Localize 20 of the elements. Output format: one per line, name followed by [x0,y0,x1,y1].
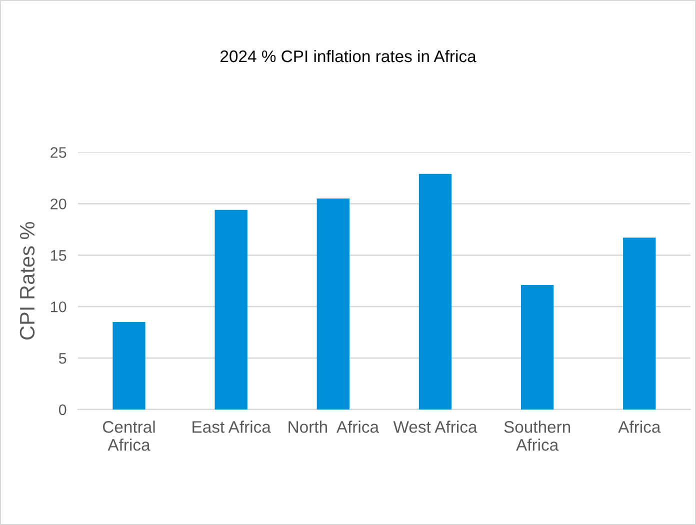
bar [520,284,554,410]
y-tick-label: 25 [50,147,66,158]
x-tick-label: East Africa [192,420,271,433]
chart-title: 2024 % CPI inflation rates in Africa [220,50,476,62]
y-tick-label: 5 [58,353,66,364]
bar [214,210,248,410]
bar [112,322,146,410]
bar [418,174,452,410]
x-tick-label: West Africa [393,420,478,433]
x-tick-label: Southern Africa [504,420,570,451]
y-axis-title: CPI Rates % [20,222,35,340]
x-tick-label: Central Africa [102,420,155,451]
y-tick-label: 0 [58,404,66,416]
bar [316,198,350,410]
y-tick-label: 15 [51,250,66,261]
y-tick-label: 10 [51,301,66,312]
x-tick-label: North Africa [288,420,380,433]
x-tick-label: Africa [618,420,661,433]
y-tick-label: 20 [50,198,66,210]
bar [623,238,656,410]
